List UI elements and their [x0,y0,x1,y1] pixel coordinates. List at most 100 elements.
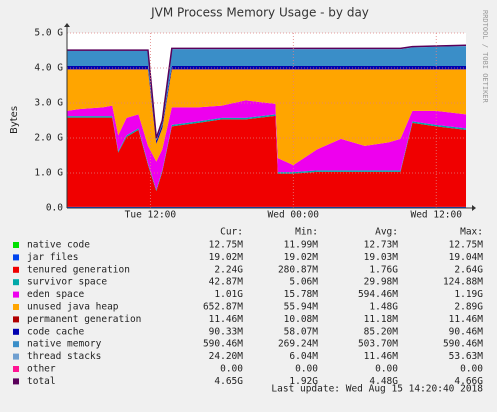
legend-stat: 4.48G [369,376,398,387]
legend-label: thread stacks [27,351,101,362]
legend-stat: 2.64G [454,264,483,275]
axis-arrow [472,205,476,211]
legend-label: eden space [27,289,84,300]
legend-stat: 90.46M [449,326,484,337]
legend-stat: 269.24M [278,339,318,350]
legend-stat: 2.89G [454,302,483,313]
legend-header: Avg: [375,227,398,238]
last-update: Last update: Wed Aug 15 14:20:40 2018 [271,384,483,395]
legend-stat: 90.33M [209,326,244,337]
y-axis-label: Bytes [9,106,20,134]
legend-label: other [27,364,56,375]
x-tick-label: Wed 12:00 [410,210,462,221]
legend-stat: 42.87M [209,277,244,288]
legend-stat: 19.02M [209,252,244,263]
legend-swatch [13,291,19,298]
legend-swatch [13,328,19,335]
legend-label: unused java heap [27,302,119,313]
legend-stat: 1.01G [214,289,243,300]
legend-stat: 19.04M [449,252,484,263]
legend-stat: 4.65G [214,376,243,387]
legend-stat: 1.48G [369,302,398,313]
area [67,115,466,207]
legend-label: total [27,376,56,387]
legend-stat: 4.66G [454,376,483,387]
legend-stat: 10.08M [284,314,319,325]
y-tick-label: 3.0 G [34,98,63,109]
legend-swatch [13,304,19,310]
legend-stat: 58.07M [284,326,319,337]
legend-stat: 0.00 [295,364,318,375]
x-tick-label: Wed 00:00 [268,210,320,221]
x-tick-label: Tue 12:00 [125,210,177,221]
legend-label: native code [27,240,90,251]
legend-swatch [13,279,19,286]
legend-swatch [13,341,19,348]
y-tick-label: 0.0 [46,203,63,214]
area [67,46,466,141]
legend-header: Cur: [220,227,243,238]
y-tick-label: 2.0 G [34,133,63,144]
legend-label: native memory [27,339,102,350]
legend-label: code cache [27,326,84,337]
area [67,69,466,166]
legend-stat: 11.46M [364,351,399,362]
legend-stat: 19.02M [284,252,319,263]
legend-label: survivor space [27,277,107,288]
legend-stat: 590.46M [443,339,483,350]
legend-stat: 280.87M [278,264,318,275]
area [67,206,466,208]
legend-stat: 5.06M [289,277,318,288]
line [67,44,467,139]
legend-stat: 85.20M [364,326,399,337]
legend-stat: 0.00 [220,364,243,375]
legend-stat: 11.99M [284,240,319,251]
legend-stat: 0.00 [375,364,398,375]
legend-stat: 24.20M [209,351,244,362]
legend-stat: 53.63M [449,351,484,362]
legend-stat: 12.73M [364,240,399,251]
legend-stat: 12.75M [209,240,244,251]
legend: Cur: Min: Avg: Max:native code 12.75M 11.99M 1… [13,227,483,387]
watermark: RRDTOOL / TOBI OETIKER [481,10,489,104]
legend-header: Min: [295,227,318,238]
legend-stat: 11.46M [449,314,484,325]
legend-stat: 12.75M [449,240,484,251]
legend-stat: 11.46M [209,314,244,325]
legend-stat: 15.78M [284,289,319,300]
legend-stat: 2.24G [214,264,243,275]
legend-stat: 1.19G [454,289,483,300]
legend-swatch [13,366,19,372]
y-tick-label: 5.0 G [34,28,63,39]
legend-stat: 55.94M [284,302,319,313]
legend-swatch [13,254,19,261]
y-tick-label: 4.0 G [34,63,63,74]
legend-swatch [13,316,19,323]
legend-stat: 1.76G [369,264,398,275]
legend-header: Max: [460,227,483,238]
area [67,100,466,190]
legend-label: tenured generation [27,264,130,275]
legend-stat: 29.98M [364,277,399,288]
legend-label: permanent generation [27,314,141,325]
plot [67,32,467,209]
legend-swatch [13,353,19,360]
legend-stat: 124.88M [443,277,483,288]
legend-stat: 1.92G [289,376,318,387]
legend-stat: 0.00 [460,364,483,375]
legend-swatch [13,242,19,248]
legend-stat: 11.18M [364,314,399,325]
y-tick-label: 1.0 G [34,168,63,179]
legend-label: jar files [27,252,78,263]
legend-stat: 652.87M [203,302,243,313]
legend-swatch [13,266,19,273]
legend-stat: 594.46M [358,289,398,300]
axis-arrow [64,23,70,27]
legend-swatch [13,378,19,385]
legend-stat: 503.70M [358,339,398,350]
legend-stat: 590.46M [203,339,243,350]
chart-title: JVM Process Memory Usage - by day [150,6,369,20]
legend-stat: 6.04M [289,351,318,362]
legend-stat: 19.03M [364,252,399,263]
